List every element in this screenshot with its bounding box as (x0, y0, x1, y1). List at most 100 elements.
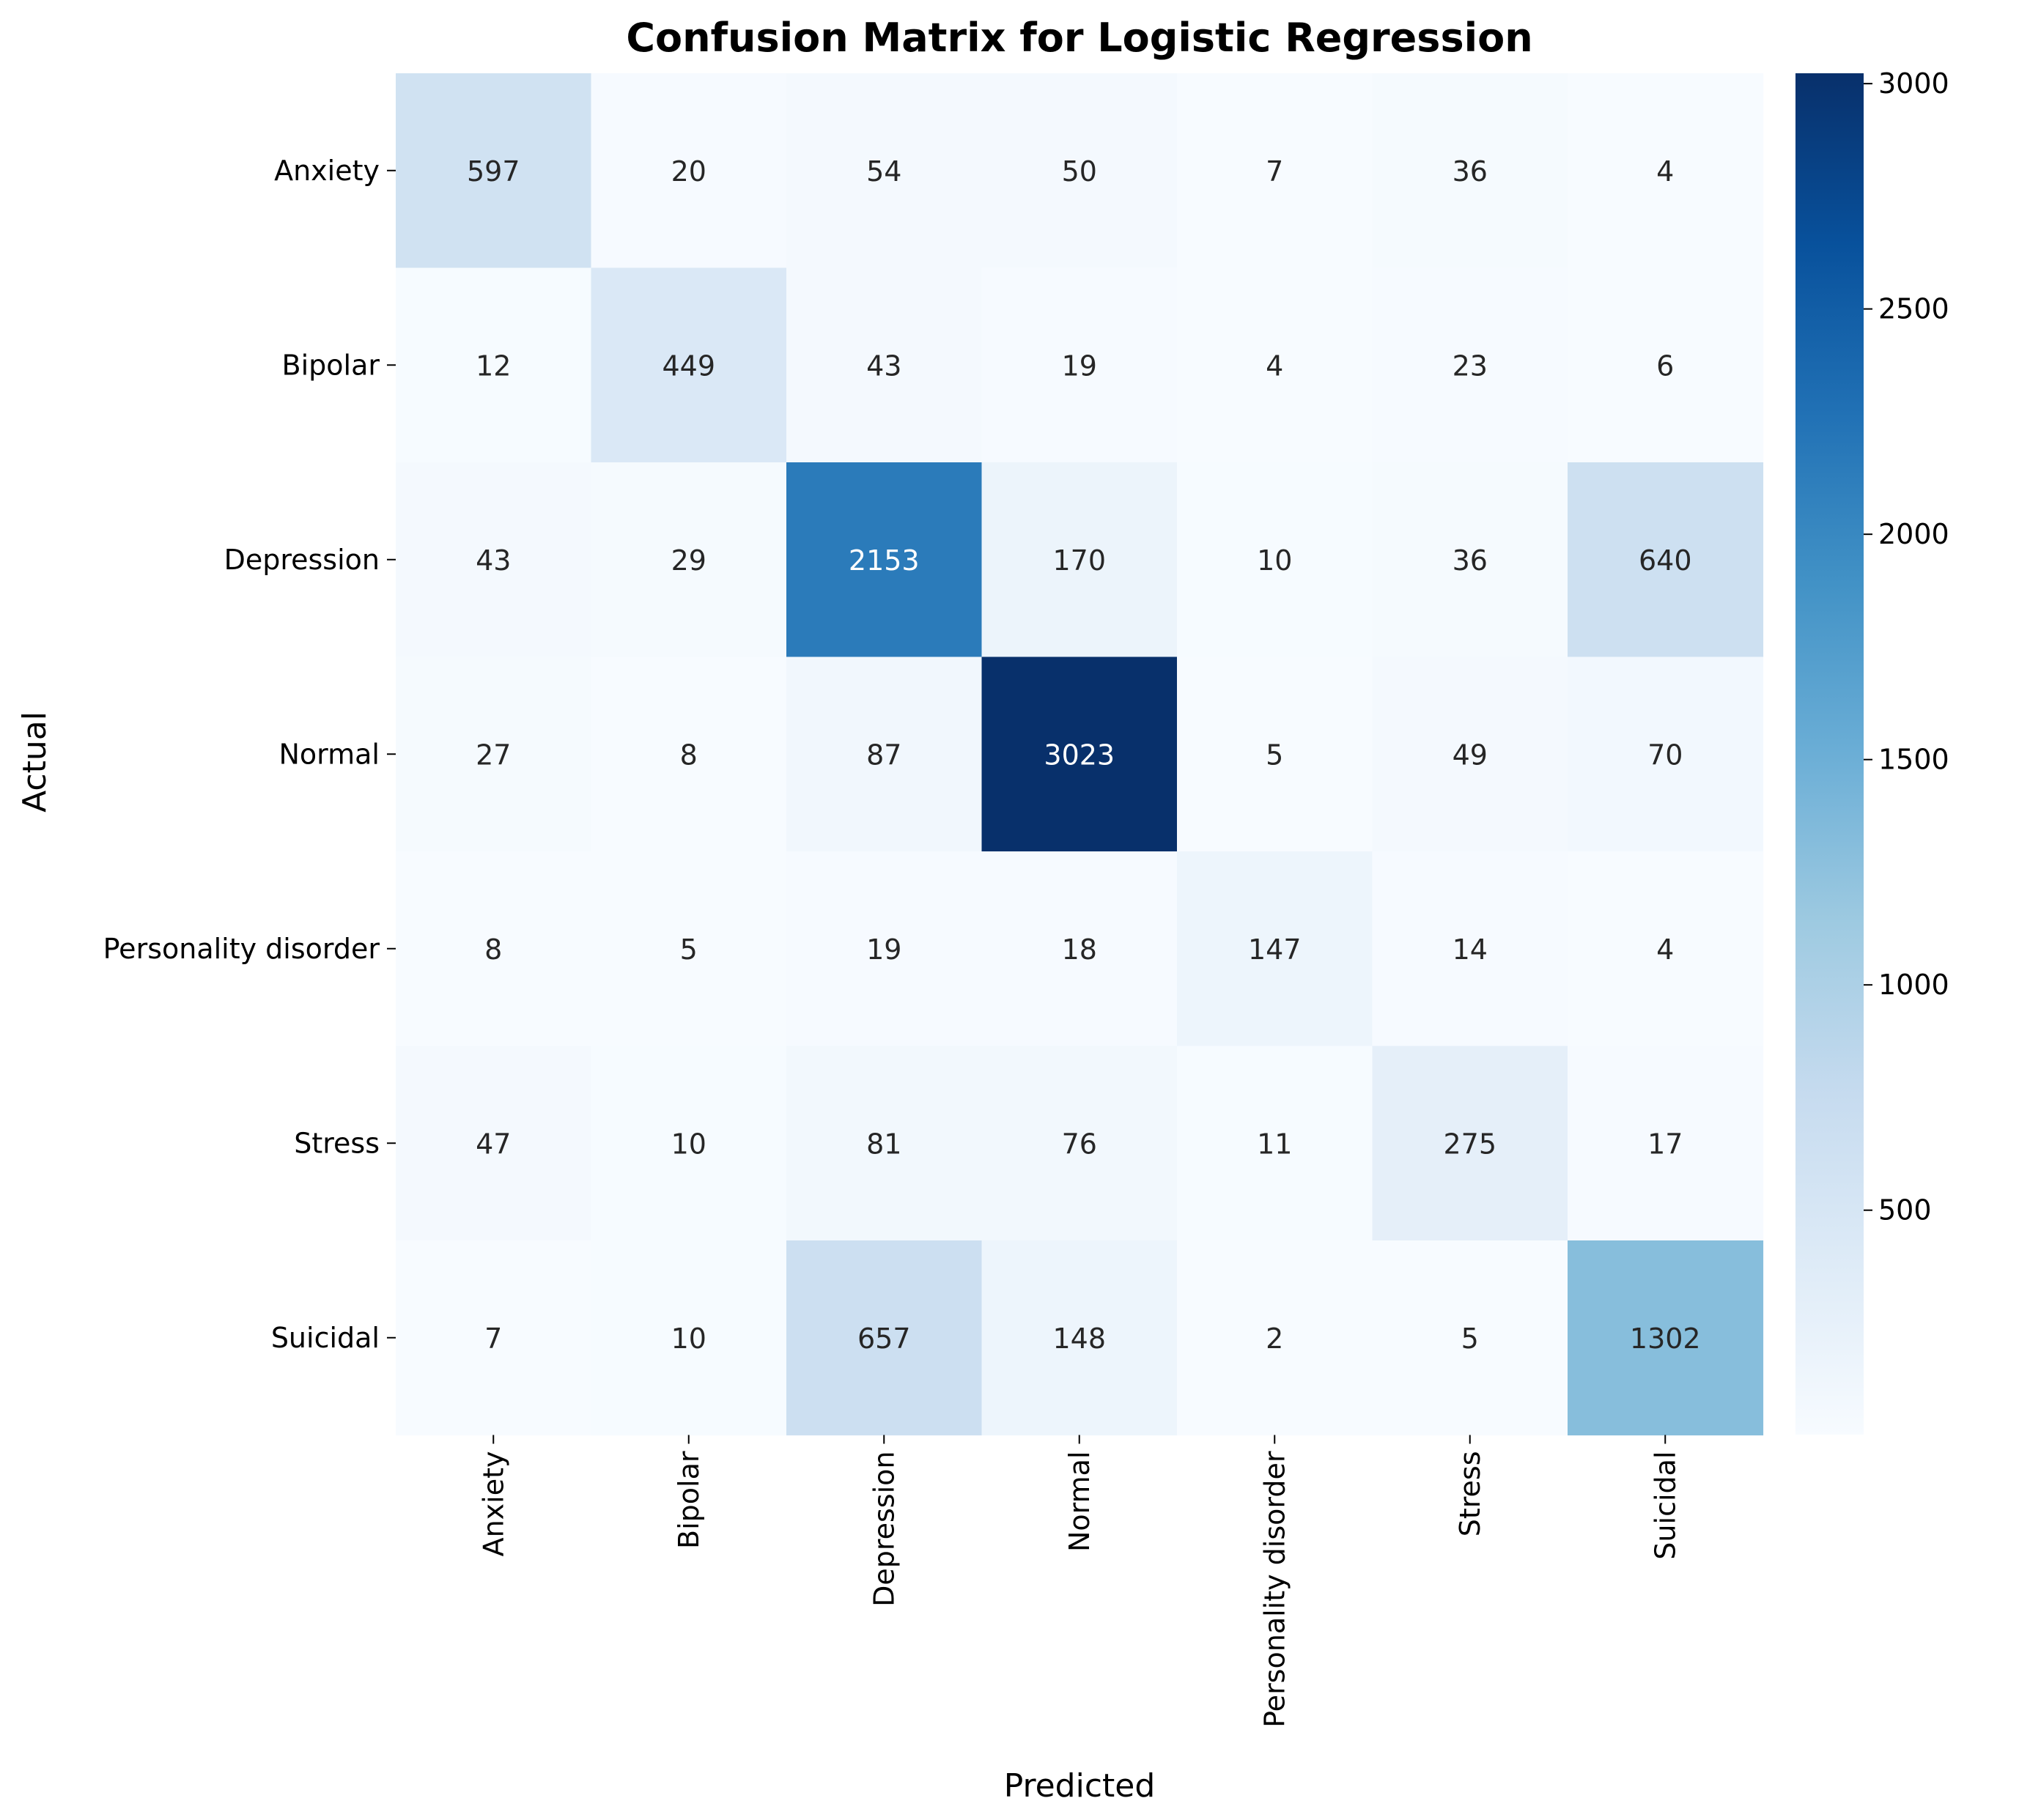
cell-value-label: 87 (866, 739, 901, 771)
y-tick-label: Anxiety (274, 155, 380, 187)
heatmap-cell (1372, 462, 1568, 658)
heatmap-cell (981, 1046, 1178, 1241)
cell-value-label: 36 (1453, 544, 1488, 577)
heatmap-cell (396, 656, 592, 852)
heatmap-cell (591, 462, 787, 658)
cell-value-label: 76 (1062, 1128, 1097, 1160)
heatmap-cell (1177, 462, 1373, 658)
cell-value-label: 8 (680, 739, 698, 771)
heatmap-cell (1177, 656, 1373, 852)
y-tick-label: Personality disorder (103, 933, 380, 965)
cell-value-label: 10 (671, 1128, 706, 1160)
cell-value-label: 17 (1647, 1128, 1683, 1160)
colorbar-tick-label: 2000 (1878, 518, 1949, 550)
heatmap-cell (1568, 73, 1764, 269)
heatmap-cell (1372, 1240, 1568, 1436)
cell-value-label: 2153 (849, 544, 920, 577)
cell-value-label: 4 (1656, 933, 1674, 966)
heatmap-cell (981, 851, 1178, 1047)
heatmap-cell (591, 267, 787, 463)
heatmap-cell (396, 267, 592, 463)
heatmap-cell (786, 73, 983, 269)
heatmap-cell (1177, 267, 1373, 463)
y-tick-label: Bipolar (282, 349, 380, 381)
cell-value-label: 170 (1052, 544, 1106, 577)
cell-value-label: 7 (484, 1323, 502, 1355)
cell-value-label: 43 (866, 349, 901, 382)
heatmap-cell (1568, 656, 1764, 852)
cell-value-label: 19 (1062, 349, 1097, 382)
x-tick-label: Stress (1454, 1451, 1486, 1537)
heatmap-cell (1372, 1046, 1568, 1241)
cell-value-label: 70 (1647, 739, 1683, 771)
x-tick-label: Normal (1063, 1451, 1096, 1553)
x-tick-label: Anxiety (477, 1451, 509, 1557)
heatmap-cell (1177, 1240, 1373, 1436)
heatmap-cell-labels: 597 20 54 50 7 36 412 449 43 19 4 23 643 29 2153 170 10 3… (467, 155, 1701, 1355)
y-tick-label: Stress (294, 1127, 380, 1159)
cell-value-label: 2 (1266, 1323, 1283, 1355)
heatmap-cell (981, 73, 1178, 269)
y-tick-label: Normal (279, 738, 380, 770)
cell-value-label: 10 (671, 1323, 706, 1355)
colorbar-tick-label: 1500 (1878, 744, 1949, 776)
cell-value-label: 1302 (1630, 1323, 1701, 1355)
colorbar-tick-label: 3000 (1878, 67, 1949, 100)
colorbar: 500 1000 1500 2000 2500 3000 (1795, 67, 1949, 1435)
cell-value-label: 4 (1266, 349, 1283, 382)
cell-value-label: 81 (866, 1128, 901, 1160)
cell-value-label: 5 (1461, 1323, 1479, 1355)
heatmap-cell (1372, 851, 1568, 1047)
heatmap-cell (1177, 851, 1373, 1047)
cell-value-label: 8 (484, 933, 502, 966)
cell-value-label: 14 (1453, 933, 1488, 966)
cell-value-label: 6 (1656, 349, 1674, 382)
heatmap-cell (1372, 656, 1568, 852)
colorbar-gradient (1795, 73, 1864, 1435)
heatmap-cell (396, 1046, 592, 1241)
heatmap-cell (396, 73, 592, 269)
heatmap-cell (786, 851, 983, 1047)
heatmap-cell (1372, 73, 1568, 269)
heatmap-cell (591, 656, 787, 852)
cell-value-label: 449 (662, 349, 715, 382)
colorbar-tick-label: 2500 (1878, 293, 1949, 325)
cell-value-label: 5 (680, 933, 698, 966)
cell-value-label: 18 (1062, 933, 1097, 966)
heatmap-cell (1568, 462, 1764, 658)
heatmap-cell (981, 656, 1178, 852)
heatmap-cell (396, 462, 592, 658)
heatmap-cell (981, 267, 1178, 463)
heatmap-cells (396, 73, 1764, 1436)
heatmap-cell (591, 73, 787, 269)
heatmap-cell (786, 656, 983, 852)
heatmap-cell (981, 462, 1178, 658)
y-tick-label: Suicidal (271, 1322, 380, 1354)
cell-value-label: 657 (857, 1323, 911, 1355)
heatmap-cell (786, 462, 983, 658)
x-tick-label: Personality disorder (1258, 1451, 1291, 1728)
heatmap-cell (1177, 1046, 1373, 1241)
cell-value-label: 3023 (1044, 739, 1115, 771)
heatmap-cell (1372, 267, 1568, 463)
cell-value-label: 19 (866, 933, 901, 966)
heatmap-cell (591, 1046, 787, 1241)
heatmap-cell (591, 1240, 787, 1436)
cell-value-label: 23 (1453, 349, 1488, 382)
chart-title: Confusion Matrix for Logistic Regression (626, 15, 1532, 61)
cell-value-label: 11 (1257, 1128, 1292, 1160)
cell-value-label: 7 (1266, 155, 1283, 188)
cell-value-label: 147 (1248, 933, 1302, 966)
colorbar-tick-label: 500 (1878, 1194, 1932, 1227)
colorbar-tick-label: 1000 (1878, 969, 1949, 1001)
y-axis-ticks: Anxiety Bipolar Depression Normal Personalit… (103, 155, 396, 1354)
heatmap-cell (396, 1240, 592, 1436)
heatmap-cell (1568, 267, 1764, 463)
cell-value-label: 10 (1257, 544, 1292, 577)
heatmap-cell (786, 1046, 983, 1241)
cell-value-label: 36 (1453, 155, 1488, 188)
cell-value-label: 275 (1443, 1128, 1496, 1160)
heatmap-cell (396, 851, 592, 1047)
cell-value-label: 12 (476, 349, 511, 382)
